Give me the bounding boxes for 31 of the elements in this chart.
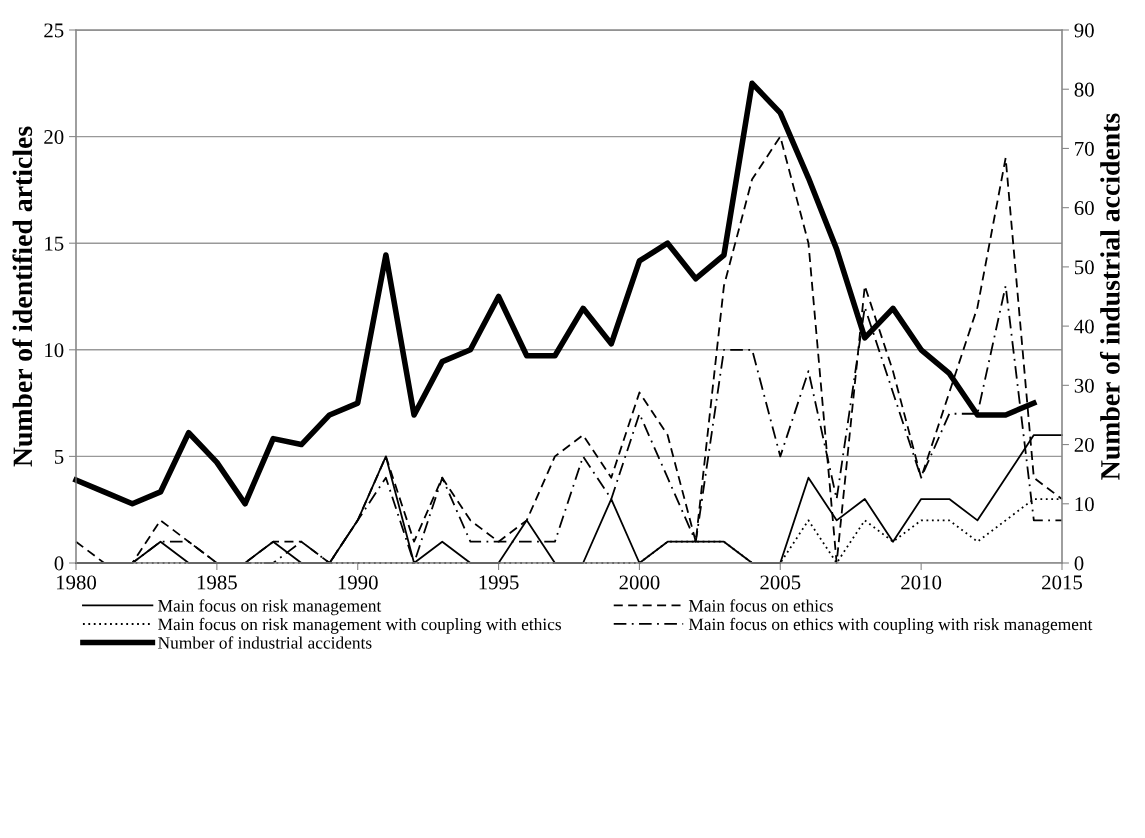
y-tick-label: 20 <box>44 129 64 145</box>
legend-label: Number of industrial accidents <box>158 636 372 649</box>
y-tick-label: 5 <box>54 449 64 464</box>
x-tick-label: 2015 <box>1042 575 1083 590</box>
y-tick-label: 25 <box>44 23 64 38</box>
y2-tick-label: 60 <box>1074 201 1094 216</box>
y2-tick-label: 30 <box>1074 378 1094 393</box>
legend-label: Main focus on risk management <box>158 599 382 616</box>
y2-tick-label: 80 <box>1074 82 1094 97</box>
x-tick-label: 1990 <box>338 575 378 590</box>
legend-label: Main focus on ethics <box>688 599 833 612</box>
y-axis-title: Number of identified articles <box>12 126 33 467</box>
x-tick-label: 2005 <box>760 575 801 590</box>
y-tick-label: 10 <box>45 343 64 358</box>
legend-label: Main focus on ethics with coupling with risk management <box>688 617 1093 634</box>
x-tick-label: 1980 <box>57 575 97 590</box>
y2-tick-label: 40 <box>1074 319 1094 334</box>
y2-tick-label: 50 <box>1075 260 1094 275</box>
y2-tick-label: 70 <box>1075 141 1094 156</box>
y2-tick-label: 10 <box>1075 497 1094 512</box>
x-tick-label: 2000 <box>619 575 660 590</box>
y2-tick-label: 90 <box>1074 23 1094 38</box>
y2-tick-label: 20 <box>1074 437 1094 452</box>
x-tick-label: 2010 <box>901 575 942 590</box>
x-tick-label: 1985 <box>197 575 237 590</box>
y-tick-label: 15 <box>45 236 64 251</box>
legend-label: Main focus on risk management with coupling with ethics <box>158 617 562 634</box>
x-tick-label: 1995 <box>479 575 519 590</box>
y2-axis-title: Number of industrial accidents <box>1099 113 1120 480</box>
y-tick-label: 0 <box>54 556 64 571</box>
y2-tick-label: 0 <box>1074 556 1084 571</box>
